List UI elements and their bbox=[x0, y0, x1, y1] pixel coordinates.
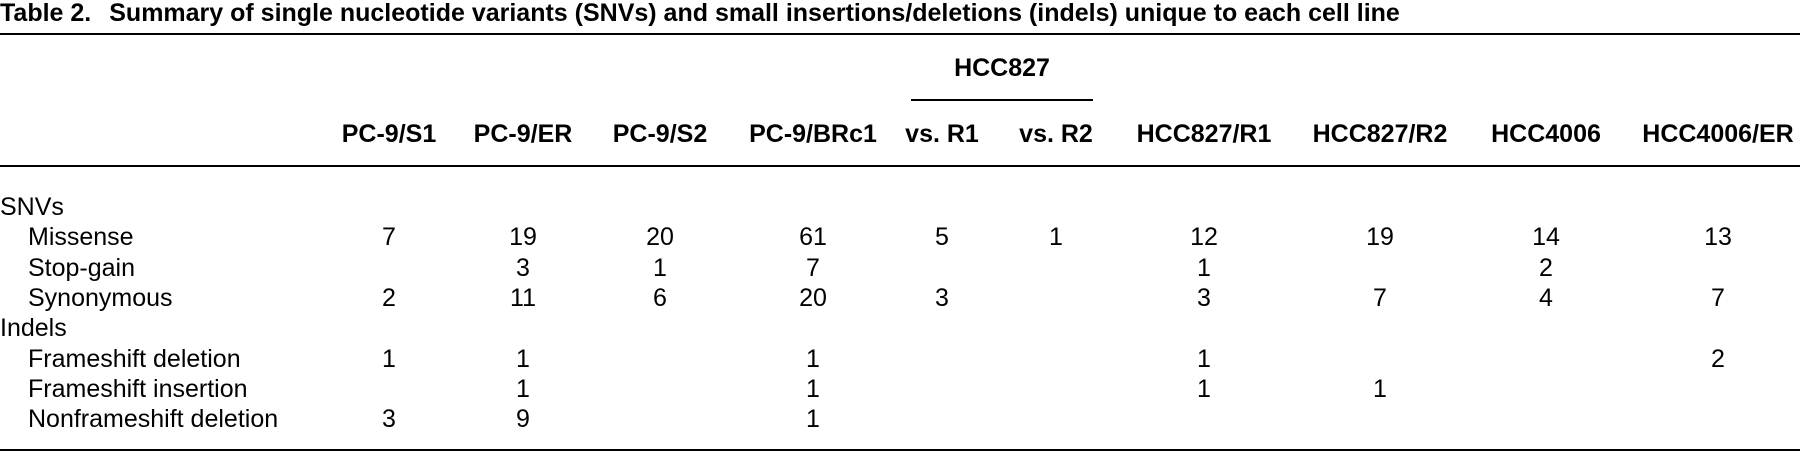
table-row: Stop-gain 3 1 7 1 2 bbox=[0, 253, 1800, 283]
table-cell: 1 bbox=[806, 345, 820, 373]
table-cell: 5 bbox=[935, 223, 949, 251]
section-row: Indels bbox=[0, 313, 1800, 343]
table-cell: 19 bbox=[509, 223, 537, 251]
table-row: Frameshift deletion 1 1 1 1 2 bbox=[0, 344, 1800, 374]
table-cell: 7 bbox=[806, 254, 820, 282]
section-label: Indels bbox=[0, 314, 67, 342]
table-cell: 1 bbox=[1049, 223, 1063, 251]
column-header: PC-9/S1 bbox=[341, 120, 437, 148]
column-header: PC-9/BRc1 bbox=[749, 120, 877, 148]
section-label: SNVs bbox=[0, 193, 64, 221]
table-cell: 9 bbox=[516, 405, 530, 433]
table-row: Frameshift insertion 1 1 1 1 bbox=[0, 374, 1800, 404]
table-cell: 6 bbox=[653, 284, 667, 312]
table-row: Synonymous 2 11 6 20 3 3 7 4 7 bbox=[0, 283, 1800, 313]
table-cell: 7 bbox=[1711, 284, 1725, 312]
column-header: HCC827/R1 bbox=[1136, 120, 1272, 148]
table-cell: 2 bbox=[1539, 254, 1553, 282]
table-cell: 1 bbox=[1197, 375, 1211, 403]
row-label: Synonymous bbox=[28, 284, 173, 312]
column-group-rule bbox=[911, 99, 1093, 101]
bottom-rule bbox=[0, 449, 1800, 451]
row-label: Stop-gain bbox=[28, 254, 136, 282]
table-caption: Table 2. Summary of single nucleotide var… bbox=[0, 0, 1800, 28]
table-cell: 1 bbox=[806, 375, 820, 403]
table-cell: 3 bbox=[1197, 284, 1211, 312]
column-group-label: HCC827 bbox=[954, 54, 1050, 82]
table-cell: 2 bbox=[1711, 345, 1725, 373]
column-header: PC-9/S2 bbox=[612, 120, 708, 148]
column-header: HCC4006 bbox=[1491, 120, 1601, 148]
table-cell: 1 bbox=[806, 405, 820, 433]
row-label: Nonframeshift deletion bbox=[28, 405, 279, 433]
table-cell: 1 bbox=[382, 345, 396, 373]
table-cell: 3 bbox=[516, 254, 530, 282]
table-cell: 19 bbox=[1366, 223, 1394, 251]
table-cell: 1 bbox=[1197, 254, 1211, 282]
row-label: Missense bbox=[28, 223, 134, 251]
table-cell: 2 bbox=[382, 284, 396, 312]
row-label: Frameshift deletion bbox=[28, 345, 241, 373]
table-cell: 12 bbox=[1190, 223, 1218, 251]
table-cell: 7 bbox=[382, 223, 396, 251]
table-cell: 14 bbox=[1532, 223, 1560, 251]
table-cell: 3 bbox=[382, 405, 396, 433]
top-rule bbox=[0, 33, 1800, 35]
table-cell: 11 bbox=[510, 284, 536, 312]
table-cell: 20 bbox=[799, 284, 827, 312]
column-header: vs. R2 bbox=[1019, 120, 1093, 148]
column-header: PC-9/ER bbox=[473, 120, 573, 148]
table-cell: 13 bbox=[1704, 223, 1732, 251]
table-cell: 61 bbox=[799, 223, 827, 251]
table-cell: 4 bbox=[1539, 284, 1553, 312]
table-cell: 20 bbox=[646, 223, 674, 251]
table-cell: 7 bbox=[1373, 284, 1387, 312]
column-header: HCC827/R2 bbox=[1312, 120, 1448, 148]
table-cell: 1 bbox=[1373, 375, 1387, 403]
table-cell: 3 bbox=[935, 284, 949, 312]
table-cell: 1 bbox=[516, 375, 530, 403]
table-cell: 1 bbox=[653, 254, 667, 282]
row-label: Frameshift insertion bbox=[28, 375, 248, 403]
table-row: Missense 7 19 20 61 5 1 12 19 14 13 bbox=[0, 222, 1800, 252]
header-rule bbox=[0, 165, 1800, 167]
table-cell: 1 bbox=[1197, 345, 1211, 373]
column-header: HCC4006/ER bbox=[1642, 120, 1794, 148]
column-header: vs. R1 bbox=[905, 120, 979, 148]
table-cell: 1 bbox=[516, 345, 530, 373]
table-title: Summary of single nucleotide variants (S… bbox=[109, 0, 1400, 27]
table-number: Table 2. bbox=[0, 0, 92, 27]
table-row: Nonframeshift deletion 3 9 1 bbox=[0, 404, 1800, 434]
section-row: SNVs bbox=[0, 192, 1800, 222]
